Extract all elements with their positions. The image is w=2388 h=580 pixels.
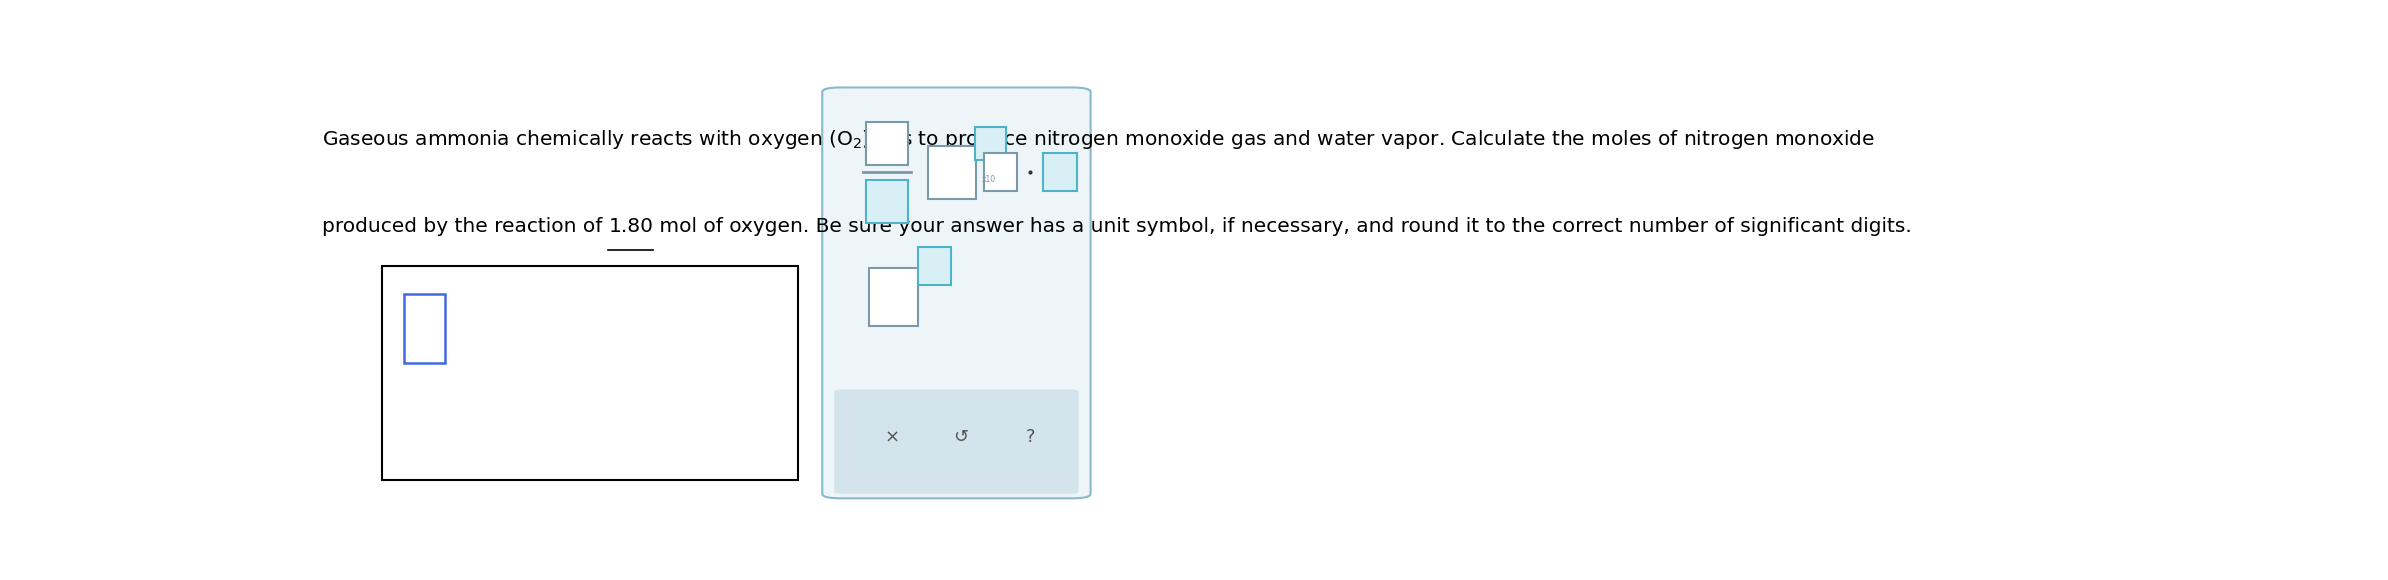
Text: x10: x10 bbox=[981, 175, 996, 183]
Bar bbox=[927, 146, 977, 199]
Text: ?: ? bbox=[1027, 428, 1036, 446]
FancyBboxPatch shape bbox=[833, 389, 1079, 494]
Text: produced by the reaction of: produced by the reaction of bbox=[322, 217, 609, 236]
Bar bbox=[984, 153, 1017, 191]
Bar bbox=[917, 247, 950, 285]
Text: mol of oxygen. Be sure your answer has a unit symbol, if necessary, and round it: mol of oxygen. Be sure your answer has a… bbox=[654, 217, 1913, 236]
Text: ×: × bbox=[884, 428, 900, 446]
Text: 1.80: 1.80 bbox=[609, 217, 654, 236]
Bar bbox=[867, 180, 907, 223]
FancyBboxPatch shape bbox=[382, 266, 798, 480]
Bar bbox=[1044, 153, 1077, 191]
FancyBboxPatch shape bbox=[821, 88, 1091, 498]
Text: ↺: ↺ bbox=[953, 428, 970, 446]
Bar bbox=[867, 122, 907, 165]
FancyBboxPatch shape bbox=[404, 294, 444, 362]
Bar bbox=[974, 126, 1005, 160]
Text: Gaseous ammonia chemically reacts with oxygen $\left(\mathregular{O_2}\right)$ g: Gaseous ammonia chemically reacts with o… bbox=[322, 128, 1875, 151]
Bar bbox=[869, 269, 917, 327]
